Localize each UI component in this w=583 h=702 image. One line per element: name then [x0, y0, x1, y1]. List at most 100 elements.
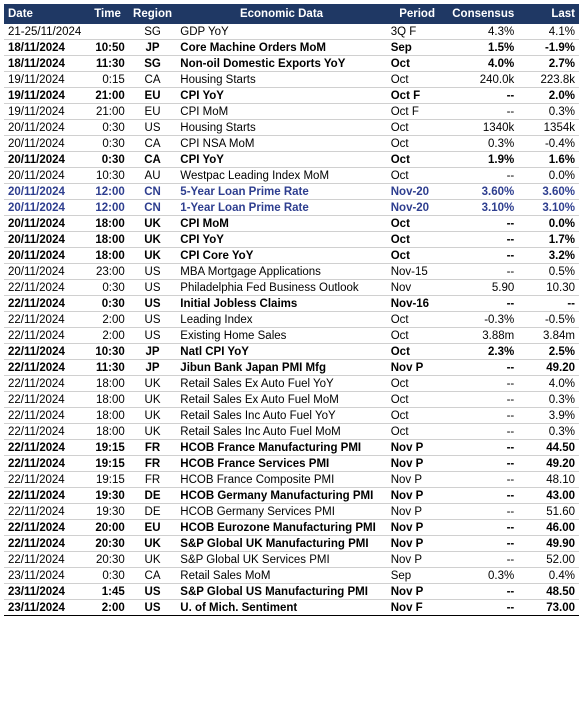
cell-date: 21-25/11/2024 — [4, 24, 86, 40]
cell-period: Nov P — [387, 552, 448, 568]
cell-consensus: -- — [447, 424, 518, 440]
cell-time: 12:00 — [86, 200, 128, 216]
cell-data: Retail Sales Inc Auto Fuel MoM — [176, 424, 386, 440]
cell-region: FR — [129, 440, 177, 456]
cell-time: 18:00 — [86, 232, 128, 248]
cell-time: 19:15 — [86, 472, 128, 488]
cell-data: CPI MoM — [176, 216, 386, 232]
table-row: 19/11/20240:15CAHousing StartsOct240.0k2… — [4, 72, 579, 88]
cell-last: -0.5% — [518, 312, 579, 328]
cell-consensus: 0.3% — [447, 568, 518, 584]
table-row: 22/11/202418:00UKRetail Sales Inc Auto F… — [4, 408, 579, 424]
cell-period: Oct — [387, 168, 448, 184]
cell-data: S&P Global UK Services PMI — [176, 552, 386, 568]
cell-date: 22/11/2024 — [4, 376, 86, 392]
cell-period: Oct — [387, 56, 448, 72]
cell-region: US — [129, 328, 177, 344]
cell-last: 49.20 — [518, 360, 579, 376]
cell-period: Nov P — [387, 488, 448, 504]
cell-date: 22/11/2024 — [4, 296, 86, 312]
table-row: 19/11/202421:00EUCPI MoMOct F--0.3% — [4, 104, 579, 120]
cell-consensus: 1.5% — [447, 40, 518, 56]
cell-region: UK — [129, 552, 177, 568]
table-row: 20/11/202410:30AUWestpac Leading Index M… — [4, 168, 579, 184]
cell-data: HCOB France Manufacturing PMI — [176, 440, 386, 456]
table-row: 22/11/202411:30JPJibun Bank Japan PMI Mf… — [4, 360, 579, 376]
cell-consensus: -- — [447, 248, 518, 264]
cell-region: EU — [129, 104, 177, 120]
cell-consensus: 5.90 — [447, 280, 518, 296]
cell-region: CN — [129, 200, 177, 216]
cell-data: Non-oil Domestic Exports YoY — [176, 56, 386, 72]
cell-consensus: -- — [447, 88, 518, 104]
table-row: 22/11/202419:15FRHCOB France Services PM… — [4, 456, 579, 472]
cell-period: Nov P — [387, 584, 448, 600]
cell-consensus: -- — [447, 600, 518, 616]
cell-date: 22/11/2024 — [4, 392, 86, 408]
cell-last: 43.00 — [518, 488, 579, 504]
economic-calendar-table: Date Time Region Economic Data Period Co… — [4, 4, 579, 616]
cell-data: Initial Jobless Claims — [176, 296, 386, 312]
table-row: 22/11/202418:00UKRetail Sales Ex Auto Fu… — [4, 392, 579, 408]
cell-period: Oct — [387, 312, 448, 328]
cell-period: Oct — [387, 136, 448, 152]
cell-date: 20/11/2024 — [4, 168, 86, 184]
cell-region: AU — [129, 168, 177, 184]
header-region: Region — [129, 4, 177, 24]
cell-last: 2.0% — [518, 88, 579, 104]
table-row: 22/11/202419:15FRHCOB France Manufacturi… — [4, 440, 579, 456]
cell-data: S&P Global UK Manufacturing PMI — [176, 536, 386, 552]
cell-period: Nov P — [387, 504, 448, 520]
table-row: 22/11/202418:00UKRetail Sales Inc Auto F… — [4, 424, 579, 440]
cell-region: EU — [129, 88, 177, 104]
cell-date: 20/11/2024 — [4, 216, 86, 232]
table-row: 23/11/20240:30CARetail Sales MoMSep0.3%0… — [4, 568, 579, 584]
cell-consensus: -- — [447, 360, 518, 376]
cell-data: CPI YoY — [176, 152, 386, 168]
cell-last: -- — [518, 296, 579, 312]
cell-period: Oct F — [387, 104, 448, 120]
cell-data: CPI YoY — [176, 232, 386, 248]
cell-region: DE — [129, 488, 177, 504]
cell-date: 22/11/2024 — [4, 520, 86, 536]
cell-time: 0:15 — [86, 72, 128, 88]
cell-region: UK — [129, 408, 177, 424]
cell-consensus: -- — [447, 488, 518, 504]
cell-region: UK — [129, 392, 177, 408]
cell-period: Nov-20 — [387, 184, 448, 200]
cell-data: HCOB France Composite PMI — [176, 472, 386, 488]
cell-time: 18:00 — [86, 216, 128, 232]
cell-period: Nov — [387, 280, 448, 296]
cell-region: US — [129, 584, 177, 600]
cell-period: Oct — [387, 216, 448, 232]
cell-date: 23/11/2024 — [4, 600, 86, 616]
cell-date: 22/11/2024 — [4, 440, 86, 456]
cell-time: 19:15 — [86, 440, 128, 456]
cell-time: 18:00 — [86, 376, 128, 392]
cell-date: 18/11/2024 — [4, 56, 86, 72]
cell-last: 1.7% — [518, 232, 579, 248]
cell-date: 19/11/2024 — [4, 88, 86, 104]
cell-period: Oct F — [387, 88, 448, 104]
cell-period: Oct — [387, 152, 448, 168]
cell-period: Nov P — [387, 440, 448, 456]
cell-period: Sep — [387, 568, 448, 584]
cell-data: CPI Core YoY — [176, 248, 386, 264]
cell-region: US — [129, 296, 177, 312]
cell-data: Retail Sales Ex Auto Fuel MoM — [176, 392, 386, 408]
cell-date: 19/11/2024 — [4, 72, 86, 88]
cell-period: Oct — [387, 424, 448, 440]
cell-date: 20/11/2024 — [4, 152, 86, 168]
cell-time: 18:00 — [86, 248, 128, 264]
cell-period: Oct — [387, 248, 448, 264]
table-row: 22/11/202420:30UKS&P Global UK Services … — [4, 552, 579, 568]
cell-date: 22/11/2024 — [4, 424, 86, 440]
cell-last: 0.0% — [518, 168, 579, 184]
cell-last: -1.9% — [518, 40, 579, 56]
table-row: 18/11/202410:50JPCore Machine Orders MoM… — [4, 40, 579, 56]
cell-period: Sep — [387, 40, 448, 56]
cell-data: S&P Global US Manufacturing PMI — [176, 584, 386, 600]
cell-time: 19:30 — [86, 488, 128, 504]
cell-last: 223.8k — [518, 72, 579, 88]
table-row: 19/11/202421:00EUCPI YoYOct F--2.0% — [4, 88, 579, 104]
